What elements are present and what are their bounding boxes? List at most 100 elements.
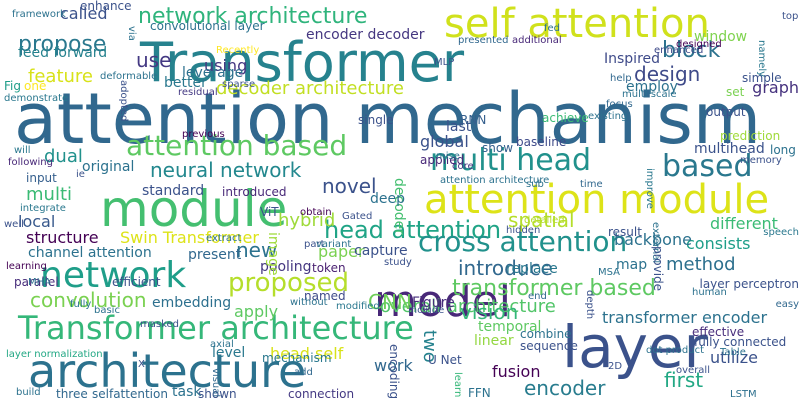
word-apply: apply: [234, 302, 279, 321]
word-attention-mechanism: attention mechanism: [14, 78, 762, 160]
word-top: top: [782, 11, 799, 22]
word-pooling: pooling: [260, 259, 312, 275]
word-encoding: encoding: [387, 343, 401, 399]
word-effective: effective: [692, 325, 745, 339]
word-using: using: [204, 56, 248, 75]
word-network-architecture: network architecture: [138, 4, 368, 29]
word-level: level: [212, 345, 246, 361]
word-improve: improve: [644, 168, 655, 209]
word-architecture: architecture: [28, 344, 307, 398]
word-2d: 2D: [608, 361, 623, 372]
word-mha: MHA: [28, 277, 51, 288]
word-network: network: [40, 255, 187, 296]
word-fully-connected: fully connected: [694, 335, 787, 349]
word-ie: ie: [76, 169, 85, 180]
word-obtain: obtain: [300, 207, 332, 218]
word-input: input: [26, 171, 57, 185]
word-method: method: [666, 254, 736, 275]
word-provide: provide: [651, 246, 665, 292]
word-extract: extract: [206, 233, 242, 244]
word-feed-forward: feed forward: [18, 45, 108, 61]
word-focus: focus: [606, 99, 633, 110]
word-u-net: U Net: [428, 353, 462, 367]
word-self-attention: self attention: [444, 1, 710, 47]
word-proposed: proposed: [228, 268, 349, 298]
word-layer: layer: [562, 313, 708, 381]
word-employ: employ: [626, 79, 678, 95]
word-standard: standard: [142, 183, 205, 199]
word-different: different: [710, 214, 778, 233]
word-ffn: FFN: [468, 386, 491, 400]
word-learn: learn: [452, 372, 463, 398]
word-called: called: [60, 4, 108, 23]
word-local: local: [18, 212, 56, 231]
word-temporal: temporal: [478, 319, 542, 335]
word-depth: depth: [584, 290, 595, 320]
word-paper: paper: [318, 242, 365, 261]
word-overall-architecture: overall architecture: [380, 296, 556, 317]
word-swin-transformer: Swin Transformer: [120, 228, 259, 247]
word-show: show: [482, 141, 514, 155]
word-introduced: introduced: [222, 185, 287, 199]
word-inspired: Inspired: [604, 51, 661, 67]
word-token: token: [312, 261, 346, 275]
word-will: will: [14, 145, 31, 156]
word-gated: Gated: [342, 211, 373, 222]
word-x: X: [138, 359, 145, 370]
word-graph: graph: [752, 78, 799, 97]
word-neural-network: neural network: [150, 158, 302, 182]
word-memory: memory: [740, 155, 782, 166]
word-msa: MSA: [598, 267, 621, 278]
word-backbone: backbone: [614, 230, 692, 249]
word-include: include: [408, 305, 445, 316]
word-work: work: [374, 356, 413, 375]
word-connection: connection: [288, 387, 355, 400]
word-enhance: enhance: [80, 0, 132, 13]
word-speech: speech: [763, 227, 799, 238]
word-via: via: [126, 26, 137, 41]
word-design: design: [634, 62, 701, 86]
word-last: last: [446, 119, 472, 135]
word-original: original: [82, 159, 135, 175]
word-capture: capture: [354, 243, 408, 259]
word-set: set: [726, 85, 745, 99]
word-study: study: [384, 257, 412, 268]
word-attention-architecture: attention architecture: [440, 175, 550, 186]
word-human: human: [692, 287, 727, 298]
word-cnn: CNN: [368, 290, 412, 314]
word-axial: axial: [210, 339, 234, 350]
word-achieve: achieve: [542, 111, 589, 125]
word-framework: framework: [12, 9, 66, 20]
word-output: output: [706, 105, 746, 119]
word-easy: easy: [775, 299, 799, 310]
word-spatial: spatial: [508, 208, 575, 232]
word-transformer-based: transformer based: [452, 276, 656, 301]
word-additional: additional: [512, 35, 562, 46]
word-layer-normalization: layer normalization: [6, 349, 103, 360]
word-shown: shown: [198, 387, 237, 400]
word-residual: residual: [178, 87, 218, 98]
word-sparse: sparse: [222, 79, 256, 90]
word-rnn: RNN: [460, 113, 487, 127]
word-baseline: baseline: [516, 135, 567, 149]
word-detailed: detailed: [524, 215, 565, 226]
word-three: three: [56, 387, 88, 400]
word-transformer: Transformer: [140, 31, 465, 94]
word-encoder: encoder: [524, 376, 606, 400]
word-integrate: integrate: [20, 203, 66, 214]
word-figure: Figure: [412, 295, 455, 311]
word-propose: propose: [18, 32, 107, 57]
word-core: core: [452, 161, 474, 172]
word-layer-perceptron: layer perceptron: [699, 277, 799, 291]
word-table: Table: [720, 347, 746, 358]
word-attention-based: attention based: [126, 129, 348, 162]
word-decoder-architecture: decoder architecture: [216, 78, 404, 99]
word-part: part: [304, 239, 325, 250]
word-help: help: [610, 73, 632, 84]
word-named: named: [304, 289, 346, 303]
word-model: model: [374, 276, 512, 327]
word-applied: applied: [420, 153, 465, 167]
word-feature: feature: [28, 66, 93, 87]
word-head-attention: head attention: [324, 216, 502, 244]
word-presented: presented: [458, 35, 509, 46]
